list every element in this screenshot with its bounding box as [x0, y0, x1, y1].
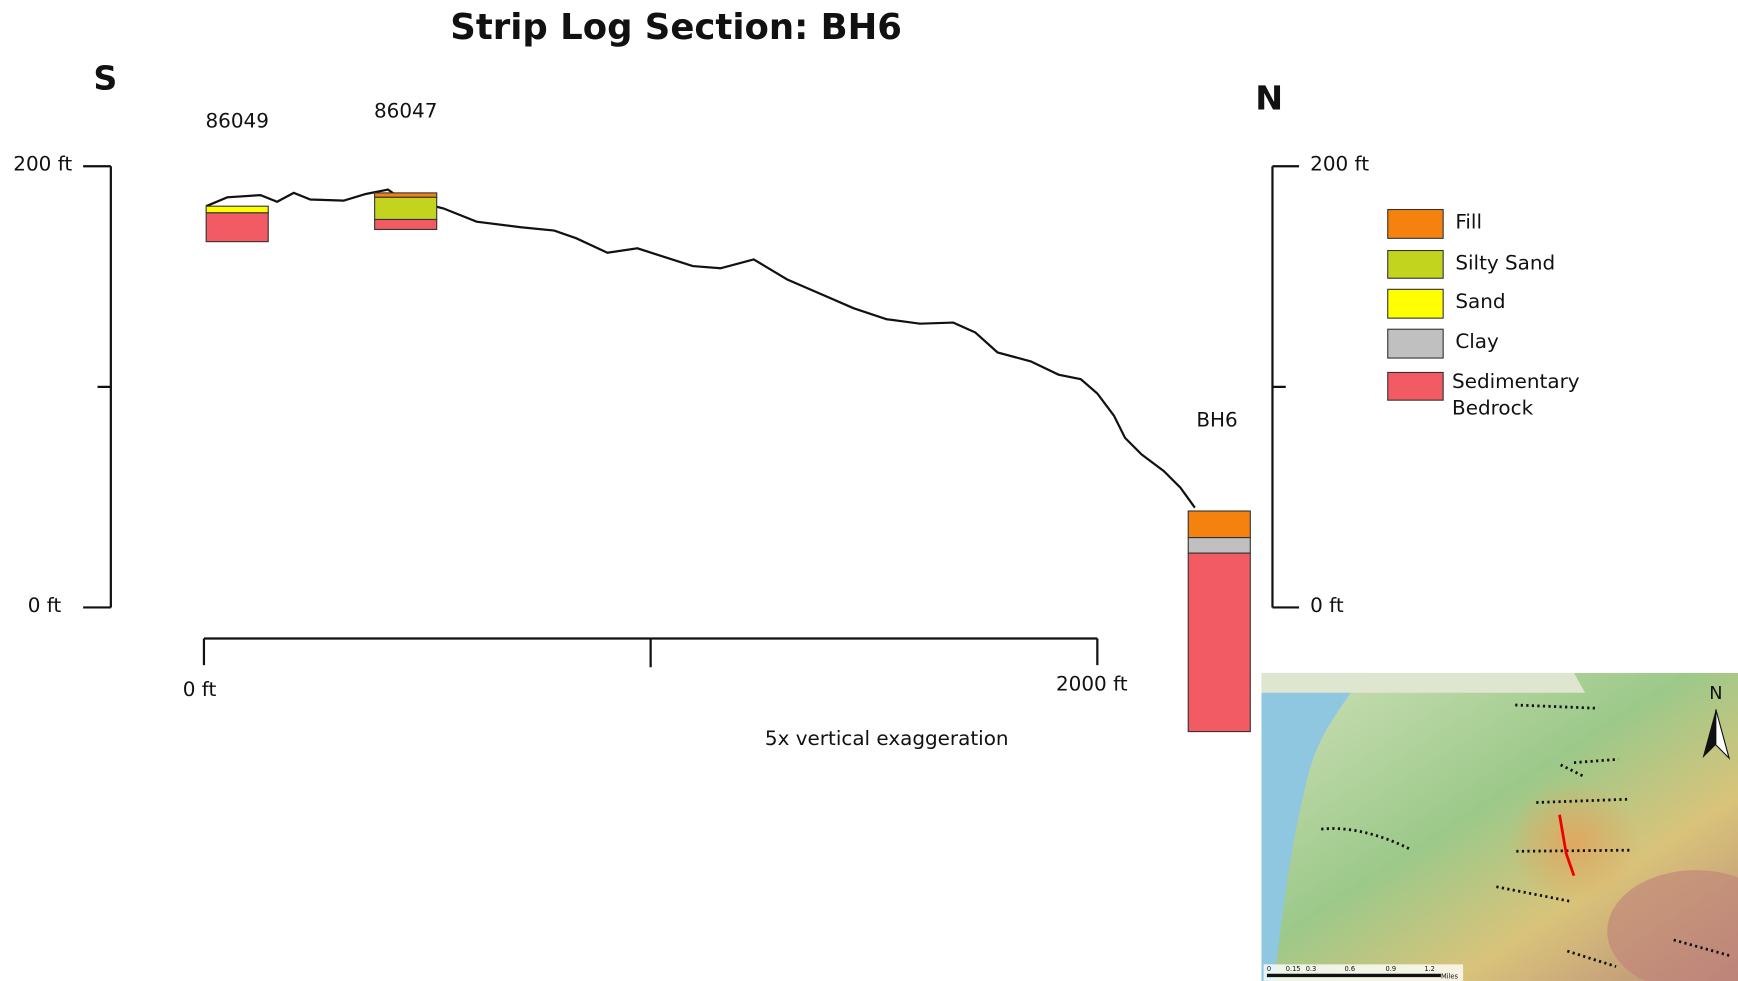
- borehole-bh6: [1187, 510, 1251, 733]
- borehole-label: 86047: [374, 98, 437, 122]
- map-scale: 0.6: [1345, 965, 1356, 973]
- layer-bedrock: [374, 218, 438, 231]
- legend-label: Sedimentary Bedrock: [1452, 370, 1580, 421]
- layer-fill: [374, 192, 438, 198]
- map-scale: Miles: [1441, 973, 1459, 981]
- map-scale: 0: [1267, 965, 1271, 973]
- note: 5x vertical exaggeration: [765, 726, 1009, 750]
- legend-swatch: [1387, 249, 1444, 279]
- right-axis: [1271, 165, 1300, 609]
- ground-profile: [205, 188, 1196, 509]
- inset-map: N 0 0.15 0.3 0.6 0.9 1.2 Miles: [1261, 672, 1738, 981]
- legend-label-box: Sedimentary Bedrock: [1452, 370, 1580, 421]
- legend-swatch: [1387, 328, 1444, 359]
- left-axis: [83, 165, 112, 609]
- map-scale: 0.9: [1386, 965, 1397, 973]
- legend-label: Fill: [1455, 209, 1482, 233]
- map-scale: 1.2: [1424, 965, 1435, 973]
- legend-label: Sand: [1455, 289, 1505, 313]
- legend-label: Silty Sand: [1455, 250, 1555, 274]
- map-scale: 0.15: [1286, 965, 1301, 973]
- south-label: S: [93, 58, 117, 97]
- borehole-label: 86049: [205, 108, 268, 132]
- legend-swatch: [1387, 371, 1444, 401]
- borehole-86049: [205, 205, 269, 243]
- legend-swatch: [1387, 288, 1444, 319]
- axis-label: 200 ft: [13, 152, 72, 176]
- distance-scale: [202, 637, 1099, 668]
- layer-sand: [205, 205, 269, 214]
- legend-swatch: [1387, 208, 1444, 239]
- map-north: N: [1709, 684, 1722, 704]
- north-label: N: [1255, 78, 1283, 117]
- axis-label: 0 ft: [1310, 593, 1344, 617]
- scale-label: 2000 ft: [1056, 672, 1128, 696]
- layer-bedrock: [1187, 552, 1251, 733]
- map-scale: 0.3: [1306, 965, 1317, 973]
- legend: Fill Silty Sand Sand Clay Sedimentary Be…: [1387, 208, 1580, 421]
- scale-label: 0 ft: [183, 677, 217, 701]
- layer-clay: [1187, 537, 1251, 554]
- axis-label: 0 ft: [28, 593, 62, 617]
- borehole-86047: [374, 192, 438, 231]
- layer-bedrock: [205, 212, 269, 243]
- title: Strip Log Section: BH6: [450, 7, 902, 48]
- legend-label: Clay: [1455, 329, 1499, 353]
- borehole-label: BH6: [1196, 408, 1237, 432]
- axis-label: 200 ft: [1310, 152, 1369, 176]
- layer-silty-sand: [374, 196, 438, 221]
- layer-fill: [1187, 510, 1251, 539]
